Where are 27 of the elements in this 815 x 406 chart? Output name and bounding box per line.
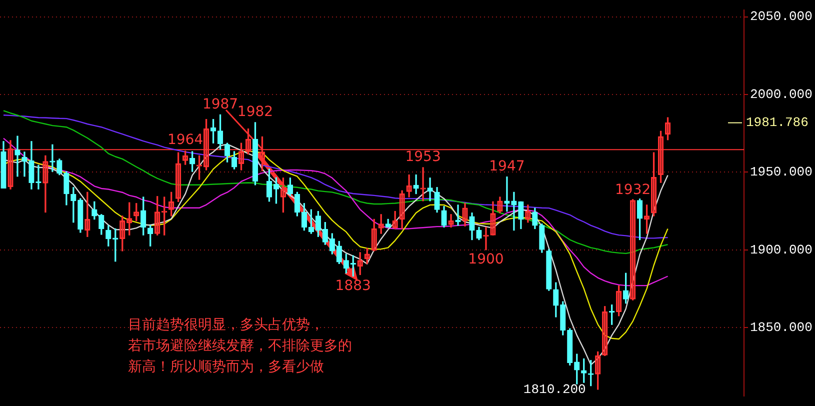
candlestick xyxy=(427,178,433,202)
annotation: 若市场避险继续发酵，不排除更多的 xyxy=(128,336,352,353)
annotation: 目前趋势很明显，多头占优势， xyxy=(128,316,324,332)
text: 1981.786 xyxy=(746,115,808,130)
annotation: 1900 xyxy=(468,251,504,268)
annotation: 1810.200 xyxy=(523,382,586,398)
annotation: 1932 xyxy=(615,182,651,198)
candlestick xyxy=(14,136,20,177)
y-tick-label: 2000.000 xyxy=(750,86,812,102)
candlestick xyxy=(504,176,510,212)
annotation: 1964 xyxy=(167,132,204,148)
candlestick xyxy=(511,192,517,231)
y-tick-label: 2050.000 xyxy=(750,9,812,24)
y-tick-label: 1950.000 xyxy=(750,164,812,180)
candlestick xyxy=(50,144,56,172)
annotation: 1883 xyxy=(335,278,371,294)
candlestick xyxy=(413,174,419,194)
y-tick-label: 1900.000 xyxy=(750,242,812,258)
candlestick xyxy=(22,152,28,177)
annotation: 新高！所以顺势而为，多看少做 xyxy=(128,358,324,374)
y-tick-label: 1850.000 xyxy=(750,320,812,335)
candlestick xyxy=(70,187,76,223)
candlestick xyxy=(455,204,461,226)
annotation: 1947 xyxy=(489,158,525,174)
annotation: 1982 xyxy=(237,104,274,120)
annotation: 1987 xyxy=(202,96,238,112)
annotation: 1953 xyxy=(405,149,441,166)
